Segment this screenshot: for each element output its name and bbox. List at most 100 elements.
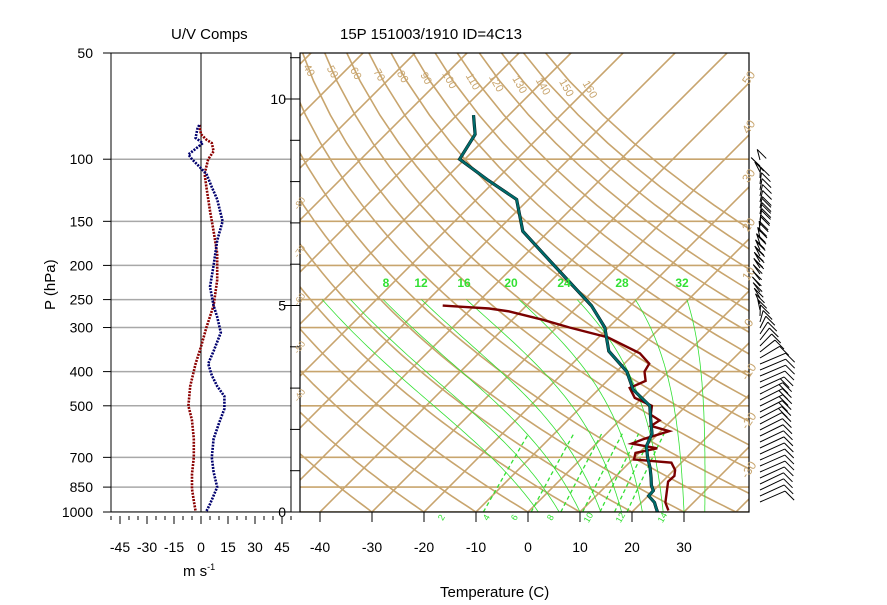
isotherm-right-label: -10 bbox=[738, 360, 760, 383]
wind-barb bbox=[760, 491, 794, 502]
wind-barb-staff bbox=[760, 346, 780, 358]
mixing-ratio-bottom-label: 6 bbox=[509, 513, 520, 522]
pressure-tick-label: 1000 bbox=[62, 504, 93, 520]
dry-adiabat-label: 110 bbox=[463, 71, 482, 92]
wind-barb-staff bbox=[760, 353, 786, 364]
uv-ylabel: P (hPa) bbox=[42, 259, 59, 310]
temperature-tick-label: -30 bbox=[362, 539, 382, 555]
isotherm bbox=[788, 53, 887, 512]
temperature-tick-label: 30 bbox=[676, 539, 692, 555]
mixing-ratio-bottom-label: 10 bbox=[582, 511, 596, 525]
wind-tick-label: -45 bbox=[110, 539, 130, 555]
isotherm bbox=[216, 53, 675, 512]
wind-barb-feather bbox=[761, 173, 770, 182]
moist-adiabat-top-label: 16 bbox=[457, 276, 471, 290]
temperature-tick-label: -20 bbox=[414, 539, 434, 555]
wind-barb-staff bbox=[760, 473, 783, 484]
isotherm bbox=[684, 53, 887, 512]
wind-barb-feather bbox=[784, 485, 793, 494]
dry-adiabat bbox=[275, 37, 804, 520]
wind-barb-feather bbox=[760, 167, 769, 176]
temperature-tick-label: -10 bbox=[466, 539, 486, 555]
height-tick-label: 0 bbox=[278, 504, 286, 520]
isotherm bbox=[268, 53, 727, 512]
dry-adiabat-label: 70 bbox=[371, 67, 388, 84]
wind-barb bbox=[757, 149, 766, 160]
uv-panel-title: U/V Comps bbox=[171, 26, 248, 43]
wind-barbs bbox=[751, 149, 795, 502]
pressure-tick-label: 150 bbox=[70, 213, 94, 229]
isotherm-right-label: 30 bbox=[739, 166, 758, 185]
wind-barb bbox=[755, 162, 764, 172]
temperature-tick-label: 0 bbox=[524, 539, 532, 555]
wind-tick-label: -30 bbox=[137, 539, 157, 555]
isotherm-right-label: 40 bbox=[739, 117, 758, 136]
wind-tick-label: 45 bbox=[274, 539, 290, 555]
moist-adiabat-top-label: 12 bbox=[414, 276, 428, 290]
moist-adiabat-top-label: 24 bbox=[557, 276, 571, 290]
dry-adiabat-label: 40 bbox=[300, 62, 317, 79]
isotherm-left-label: -80 bbox=[292, 195, 308, 211]
moist-adiabat-top-label: 32 bbox=[675, 276, 689, 290]
uv-xlabel-text: m s bbox=[183, 563, 207, 580]
uv-gridlines bbox=[111, 53, 291, 512]
dry-adiabat-label: 160 bbox=[580, 79, 600, 101]
mixing-ratio-bottom-label: 8 bbox=[545, 513, 556, 522]
wind-barb-staff bbox=[756, 294, 760, 304]
wind-barb bbox=[753, 283, 762, 292]
isotherm bbox=[164, 53, 623, 512]
wind-tick-label: -15 bbox=[164, 539, 184, 555]
wind-barb-feather bbox=[751, 158, 760, 167]
wind-barb-staff bbox=[760, 365, 786, 376]
pressure-tick-label: 400 bbox=[70, 364, 94, 380]
pressure-tick-label: 200 bbox=[70, 257, 94, 273]
wind-tick-label: 0 bbox=[197, 539, 205, 555]
height-tick-label: 10 bbox=[270, 91, 286, 107]
mixing-ratio-bottom-label: 4 bbox=[481, 513, 492, 522]
wind-barb-staff bbox=[760, 491, 785, 502]
wind-barb bbox=[760, 377, 793, 388]
pressure-tick-label: 250 bbox=[70, 292, 94, 308]
wind-barb bbox=[756, 294, 765, 304]
isotherm bbox=[0, 53, 415, 512]
wind-barb-staff bbox=[760, 449, 785, 460]
wind-tick-label: 30 bbox=[247, 539, 263, 555]
skewt-xlabel: Temperature (C) bbox=[440, 584, 549, 601]
dry-adiabat-label: 100 bbox=[439, 69, 459, 91]
uv-panel-frame bbox=[103, 53, 291, 524]
isotherm bbox=[528, 53, 887, 512]
dry-adiabat bbox=[189, 37, 593, 520]
height-tick-label: 5 bbox=[278, 298, 286, 314]
moist-adiabat-top-label: 28 bbox=[615, 276, 629, 290]
temperature-tick-label: 20 bbox=[624, 539, 640, 555]
u-component-line bbox=[188, 125, 217, 511]
uv-series-group bbox=[188, 125, 224, 511]
isotherm bbox=[840, 53, 887, 512]
wind-barb-staff bbox=[760, 419, 782, 430]
wind-barb-staff bbox=[760, 455, 785, 466]
isotherm-right-label: -20 bbox=[738, 409, 760, 432]
wind-barb-staff bbox=[760, 425, 783, 436]
temperature-tick-label: 10 bbox=[572, 539, 588, 555]
wind-barb-feather bbox=[783, 425, 792, 434]
isotherm-left-label: -50 bbox=[292, 339, 308, 355]
wind-barb-staff bbox=[760, 431, 784, 442]
isotherm bbox=[0, 53, 259, 512]
wind-barb-staff bbox=[760, 443, 784, 454]
wind-barb-staff bbox=[760, 485, 784, 496]
isotherm-left-label: -40 bbox=[292, 387, 308, 403]
skewt-title: 15P 151003/1910 ID=4C13 bbox=[340, 26, 522, 43]
dry-adiabat bbox=[104, 37, 383, 520]
uv-xlabel-sup: -1 bbox=[207, 562, 215, 572]
wind-barb-staff bbox=[760, 461, 785, 472]
pressure-tick-label: 300 bbox=[70, 320, 94, 336]
wind-tick-label: 15 bbox=[220, 539, 236, 555]
moist-adiabat-top-label: 20 bbox=[504, 276, 518, 290]
wind-barb-staff bbox=[760, 413, 782, 424]
mixing-ratio-line bbox=[583, 434, 623, 512]
isotherm-right-label: 20 bbox=[739, 215, 758, 234]
skewt-profiles bbox=[443, 115, 675, 512]
wind-barb-staff bbox=[760, 467, 784, 478]
wind-barb-staff bbox=[760, 479, 784, 490]
